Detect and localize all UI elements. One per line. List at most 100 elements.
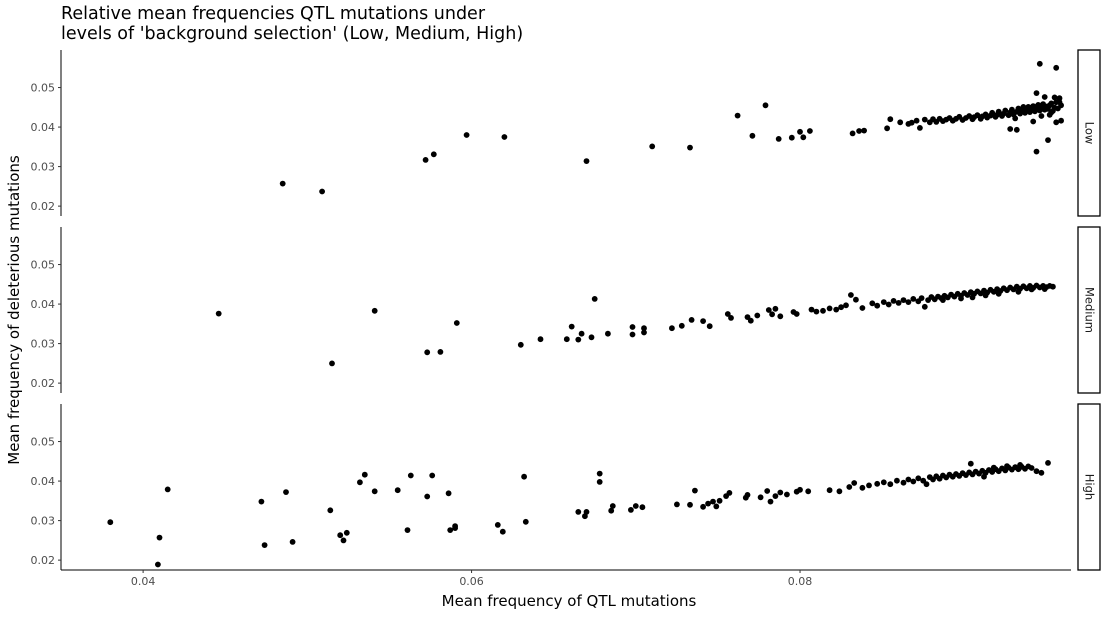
data-point bbox=[629, 331, 636, 338]
data-point bbox=[923, 481, 930, 488]
data-point bbox=[261, 542, 268, 548]
data-point bbox=[1041, 94, 1048, 100]
data-point bbox=[687, 501, 693, 508]
data-point bbox=[990, 464, 997, 471]
y-tick-label: 0.05 bbox=[31, 82, 56, 95]
data-point bbox=[156, 534, 163, 541]
data-point bbox=[1056, 99, 1063, 106]
data-point bbox=[1056, 95, 1063, 102]
data-point bbox=[734, 112, 741, 119]
data-point bbox=[215, 310, 222, 317]
data-point bbox=[1038, 113, 1045, 119]
data-point bbox=[632, 503, 639, 509]
data-point bbox=[258, 498, 265, 505]
data-point bbox=[1050, 283, 1056, 290]
data-point bbox=[958, 295, 964, 302]
data-point bbox=[851, 480, 858, 486]
data-point bbox=[494, 522, 501, 528]
data-point bbox=[1048, 109, 1055, 116]
data-point bbox=[639, 504, 646, 511]
data-point bbox=[826, 487, 833, 494]
data-point bbox=[1007, 126, 1014, 132]
data-point bbox=[905, 476, 912, 483]
facet-strip-label: High bbox=[1083, 474, 1097, 500]
data-point bbox=[849, 130, 856, 137]
data-point bbox=[777, 489, 784, 496]
data-point bbox=[885, 301, 892, 308]
data-point bbox=[762, 102, 769, 109]
x-tick-label: 0.06 bbox=[459, 575, 484, 588]
data-point bbox=[447, 527, 454, 533]
facet-strip bbox=[1077, 49, 1101, 217]
data-point bbox=[1017, 462, 1023, 468]
data-point bbox=[716, 497, 723, 504]
y-tick-label: 0.02 bbox=[31, 554, 56, 567]
data-point bbox=[155, 561, 161, 568]
data-point bbox=[861, 127, 867, 134]
y-tick-label: 0.02 bbox=[31, 200, 56, 213]
facet-strip bbox=[1077, 403, 1101, 571]
data-point bbox=[765, 307, 772, 313]
data-point bbox=[588, 334, 595, 341]
data-point bbox=[361, 471, 368, 478]
data-point bbox=[1058, 117, 1064, 124]
data-point bbox=[394, 487, 401, 494]
data-point bbox=[371, 307, 378, 314]
data-point bbox=[463, 132, 470, 138]
y-tick-label: 0.03 bbox=[31, 515, 56, 528]
data-point bbox=[874, 480, 881, 487]
data-point bbox=[537, 336, 544, 343]
data-point bbox=[989, 109, 996, 116]
data-point bbox=[808, 306, 815, 313]
data-point bbox=[289, 539, 296, 545]
data-point bbox=[563, 336, 570, 343]
data-point bbox=[895, 300, 902, 306]
data-point bbox=[437, 349, 444, 355]
data-point bbox=[692, 487, 698, 494]
data-point bbox=[578, 330, 585, 337]
data-point bbox=[1053, 64, 1060, 71]
data-point bbox=[700, 503, 706, 510]
data-point bbox=[583, 509, 590, 515]
data-point bbox=[706, 323, 713, 330]
y-tick-label: 0.05 bbox=[31, 436, 56, 449]
data-point bbox=[918, 295, 925, 301]
data-point bbox=[1002, 107, 1009, 114]
data-point bbox=[407, 472, 414, 479]
data-point bbox=[674, 501, 680, 508]
y-tick-label: 0.05 bbox=[31, 259, 56, 272]
data-point bbox=[784, 491, 790, 498]
data-point bbox=[1030, 118, 1037, 125]
data-point bbox=[107, 519, 114, 526]
data-point bbox=[343, 529, 350, 536]
data-point bbox=[629, 324, 636, 330]
data-point bbox=[521, 473, 527, 480]
data-point bbox=[522, 518, 529, 525]
data-point bbox=[1045, 460, 1051, 466]
data-point bbox=[800, 134, 807, 141]
data-point bbox=[982, 292, 989, 299]
data-point bbox=[757, 494, 764, 501]
data-point bbox=[969, 294, 976, 301]
data-point bbox=[846, 484, 853, 490]
data-point bbox=[609, 503, 616, 509]
data-point bbox=[568, 323, 575, 330]
data-point bbox=[605, 330, 611, 337]
data-point bbox=[329, 360, 335, 367]
data-point bbox=[772, 305, 779, 312]
data-point bbox=[887, 481, 894, 488]
data-point bbox=[859, 484, 866, 491]
data-point bbox=[764, 488, 771, 494]
data-point bbox=[793, 311, 800, 317]
y-tick-label: 0.03 bbox=[31, 338, 56, 351]
data-point bbox=[866, 482, 872, 489]
data-point bbox=[887, 116, 894, 123]
data-point bbox=[884, 125, 890, 132]
data-point bbox=[769, 311, 775, 318]
y-tick-label: 0.03 bbox=[31, 161, 56, 174]
chart-title: Relative mean frequencies QTL mutations … bbox=[61, 4, 524, 44]
data-point bbox=[917, 125, 923, 131]
data-point bbox=[371, 488, 378, 495]
data-point bbox=[713, 503, 720, 510]
